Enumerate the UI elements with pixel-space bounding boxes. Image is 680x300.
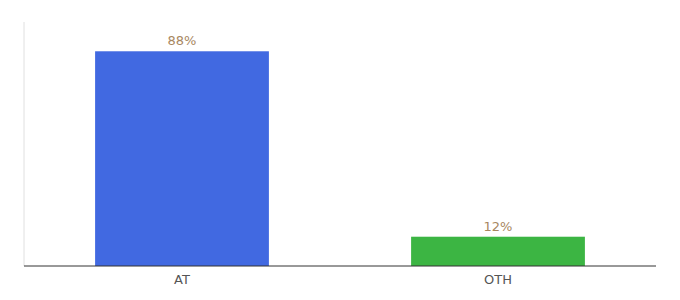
chart-svg: AT OTH 88% 12%	[0, 0, 680, 300]
x-tick-label: AT	[174, 272, 190, 287]
bars	[95, 51, 585, 266]
data-label: 88%	[168, 33, 197, 48]
bar	[95, 51, 269, 266]
y-range-line	[24, 22, 25, 266]
bar	[411, 237, 585, 266]
data-label: 12%	[484, 219, 513, 234]
chart-container: AT OTH 88% 12%	[0, 0, 680, 300]
x-tick-label: OTH	[484, 272, 512, 287]
x-axis-line	[24, 266, 656, 267]
